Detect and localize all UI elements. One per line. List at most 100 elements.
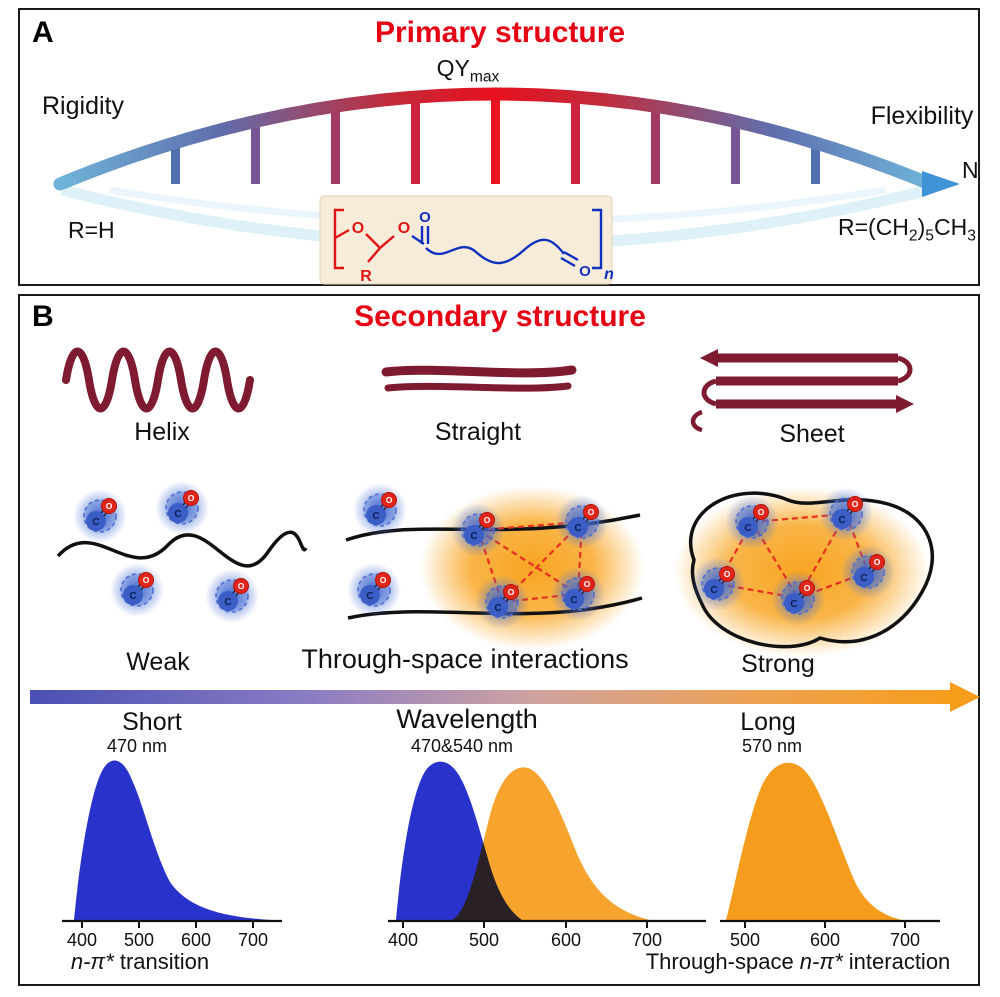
panel-a-frame	[18, 8, 980, 286]
carbonyl-unit	[109, 562, 165, 618]
caption-through-space-interaction: Through-space n-π* interaction	[645, 949, 951, 975]
caption-n-pi-transition: n-π* transition	[70, 949, 210, 975]
bridge-pillars	[171, 92, 820, 184]
gradient-arrow-body	[30, 690, 950, 704]
close-bracket	[592, 208, 603, 270]
sheet-label: Sheet	[779, 420, 845, 448]
spectrum-470-540	[388, 761, 706, 928]
bridge-arch	[53, 87, 937, 191]
carbonyl-unit	[818, 486, 874, 542]
bridge-pillar	[491, 92, 500, 184]
polymer-background	[319, 195, 613, 285]
carbonyl-unit	[550, 566, 606, 622]
r-right-s2: 5	[925, 227, 934, 245]
polymer-red-segment	[333, 208, 395, 270]
panel-b-frame	[18, 294, 980, 986]
carbonyl-unit	[554, 494, 610, 550]
spectrum-470	[62, 760, 282, 928]
tick-label: 500	[123, 930, 155, 950]
sheet-arrowhead-right	[896, 395, 914, 413]
r-left-label: R=H	[68, 217, 115, 243]
strong-label: Strong	[741, 650, 815, 678]
qy-base: QY	[436, 55, 470, 81]
blue-emission-peak	[74, 760, 272, 920]
caption-rest: transition	[113, 949, 210, 974]
panel-b-letter: B	[32, 300, 54, 333]
peak-label-470: 470 nm	[106, 736, 168, 756]
gradient-arrowhead	[950, 682, 980, 712]
caption-italic: n-π*	[70, 949, 114, 974]
carbonyl-unit	[346, 562, 402, 618]
r-right-p3: CH	[934, 214, 968, 240]
bridge-pillar	[171, 140, 180, 184]
partial-interaction-cluster	[345, 482, 644, 650]
tick-label: 500	[729, 930, 761, 950]
carbonyl-unit	[204, 568, 260, 624]
bridge-pillar	[731, 119, 740, 184]
strong-interaction-cluster	[674, 486, 935, 657]
bridge-pillar	[411, 95, 420, 184]
orange-emission-peak	[726, 762, 902, 920]
carbonyl-unit	[72, 488, 128, 544]
axis-arrowhead	[922, 171, 960, 197]
peak-label-470-540: 470&540 nm	[410, 736, 514, 756]
tick-label: 600	[180, 930, 212, 950]
x-axis-ticks	[81, 921, 254, 928]
polymer-backbone-loop	[688, 491, 935, 649]
tick-label: 400	[66, 930, 98, 950]
carbonyl-unit	[450, 502, 506, 558]
tick-label: 700	[237, 930, 269, 950]
r-right-p2: )	[917, 214, 926, 240]
polymer-structure: O O R O O n	[319, 195, 614, 285]
spectrum-570	[720, 762, 940, 928]
peak-label-570: 570 nm	[741, 736, 803, 756]
x-axis-ticks	[744, 921, 906, 928]
through-space-interactions-label: Through-space interactions	[301, 644, 629, 674]
polymer-oxygen-1: O	[352, 220, 364, 237]
carbonyl-unit	[154, 480, 210, 536]
caption-rest: interaction	[842, 949, 951, 974]
bridge-pillar	[651, 104, 660, 184]
polymer-backbone	[56, 530, 308, 568]
caption-italic: n-π*	[799, 949, 843, 974]
carbonyl-unit	[474, 574, 530, 630]
axis-n-label: N	[962, 157, 979, 183]
qy-max-label: QYmax	[436, 55, 500, 86]
wavelength-label: Wavelength	[396, 704, 538, 734]
tick-label: 600	[809, 930, 841, 950]
panel-b-title: Secondary structure	[354, 300, 646, 333]
carbonyl-unit	[840, 544, 896, 600]
sheet-shape	[690, 349, 914, 433]
polymer-oxygen-3: O	[419, 209, 431, 226]
orange-emission-peak	[452, 767, 650, 920]
helix-label: Helix	[134, 418, 190, 446]
x-axis-ticks	[402, 921, 648, 928]
carbonyl-unit	[690, 556, 746, 612]
polymer-oxygen-2: O	[398, 220, 410, 237]
polymer-oxygen-4: O	[579, 263, 591, 280]
wavelength-gradient-arrow	[30, 682, 980, 712]
short-label: Short	[122, 708, 182, 736]
panel-a-letter: A	[32, 16, 54, 49]
tick-label: 700	[631, 930, 663, 950]
carbonyl-unit	[724, 494, 780, 550]
qy-sub: max	[469, 68, 500, 86]
straight-shape	[381, 365, 577, 392]
tick-label: 600	[550, 930, 582, 950]
flexibility-label: Flexibility	[870, 102, 974, 130]
open-bracket	[333, 208, 344, 270]
r-right-s1: 2	[908, 227, 918, 245]
tick-label: 500	[468, 930, 500, 950]
r-right-label: R=(CH2)5CH3	[838, 214, 976, 245]
caption-prefix: Through-space	[645, 949, 800, 974]
rigidity-label: Rigidity	[42, 92, 124, 120]
polymer-blue-segment	[411, 208, 603, 270]
tick-label: 400	[387, 930, 419, 950]
sheet-arrowhead-left	[700, 349, 718, 367]
bridge-pillar	[811, 140, 820, 184]
bridge-pillar	[571, 95, 580, 184]
carbonyl-unit	[352, 482, 408, 538]
weak-label: Weak	[126, 648, 190, 676]
carbonyl-unit	[770, 570, 826, 626]
straight-label: Straight	[434, 418, 522, 446]
